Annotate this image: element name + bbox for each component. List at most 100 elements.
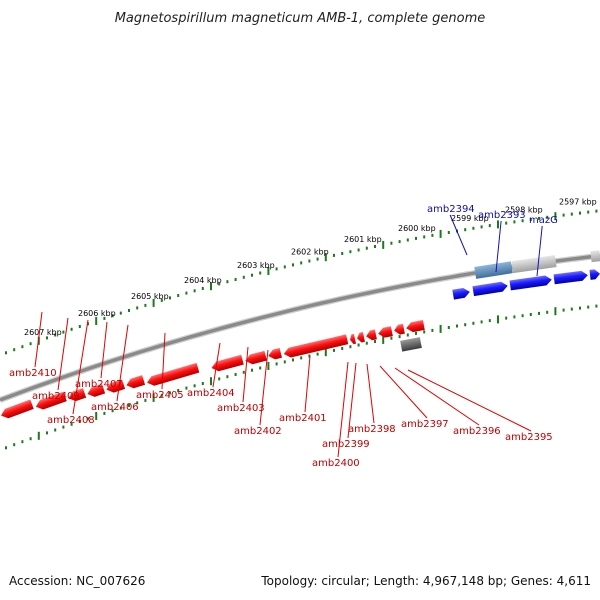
lower-tick [62, 425, 65, 429]
upper-tick [128, 309, 130, 312]
upper-tick [382, 240, 385, 249]
reverse-gene-arrow [106, 379, 126, 393]
gene-block [474, 261, 513, 279]
upper-tick [234, 278, 237, 281]
upper-tick [333, 253, 335, 257]
label-leader-line [337, 361, 349, 458]
reverse-gene-arrow [147, 362, 200, 386]
gene-label-amb2408: amb2408 [47, 415, 95, 426]
genome-title: Magnetospirillum magneticum AMB-1, compl… [115, 11, 486, 26]
label-leader-line [212, 342, 221, 388]
lower-tick [538, 311, 540, 315]
upper-tick [341, 252, 344, 255]
gene-label-amb2396: amb2396 [453, 426, 501, 437]
label-leader-line [34, 311, 43, 368]
reverse-gene-arrow [350, 333, 356, 345]
lower-tick [283, 360, 286, 364]
kbp-tick-label: 2604 kbp [184, 276, 222, 285]
lower-tick [562, 308, 565, 312]
lower-tick [398, 335, 401, 339]
lower-tick [37, 431, 40, 440]
label-leader-line [259, 349, 269, 426]
lower-tick [570, 307, 573, 311]
upper-tick [374, 245, 376, 248]
gene-label-amb2399: amb2399 [322, 439, 370, 450]
lower-tick [29, 437, 32, 441]
upper-tick [308, 259, 311, 263]
upper-tick [210, 282, 212, 291]
lower-tick [226, 375, 229, 379]
kbp-tick-label: 2599 kbp [451, 214, 489, 223]
gene-label-amb2403: amb2403 [217, 403, 265, 414]
upper-tick [193, 289, 196, 293]
lower-tick [521, 314, 524, 318]
forward-gene-arrow [589, 269, 600, 280]
reverse-gene-arrow [366, 329, 377, 341]
upper-tick [103, 316, 106, 320]
lower-tick [300, 356, 303, 360]
lower-tick [87, 417, 89, 421]
gene-label-amb2406: amb2406 [91, 402, 139, 413]
lower-tick [390, 336, 393, 340]
upper-tick [119, 311, 122, 315]
reverse-gene-arrow [406, 320, 425, 333]
gene-label-amb2394: amb2394 [427, 204, 475, 215]
upper-tick [275, 267, 278, 271]
gene-label-amb2401: amb2401 [279, 413, 327, 424]
upper-tick [185, 291, 188, 295]
lower-tick [218, 377, 221, 381]
lower-tick [439, 324, 442, 333]
upper-tick-ring [5, 209, 598, 355]
upper-tick [144, 303, 147, 307]
reverse-gene-arrow [245, 350, 267, 365]
lower-tick [423, 330, 426, 334]
lower-tick [341, 347, 344, 350]
gene-label-amb2393: amb2393 [478, 210, 526, 221]
lower-tick [103, 411, 106, 415]
gene-block [511, 255, 557, 274]
lower-tick [480, 320, 483, 324]
upper-tick [152, 298, 155, 307]
upper-tick [78, 325, 81, 328]
upper-tick [439, 229, 442, 238]
reverse-gene-arrow [357, 331, 365, 343]
upper-tick [21, 345, 24, 349]
upper-tick [497, 220, 499, 229]
gene-label-mazG: mazG [529, 215, 558, 226]
lower-tick [406, 333, 409, 337]
label-leader-line [242, 346, 249, 403]
lower-tick [415, 331, 417, 335]
lower-tick [324, 348, 327, 357]
gene-arrows [1, 250, 600, 419]
upper-tick [570, 212, 573, 216]
upper-tick [406, 238, 409, 242]
upper-tick [324, 253, 327, 262]
label-leader-line [116, 324, 129, 402]
upper-tick [579, 211, 581, 215]
forward-gene-arrow [509, 275, 552, 291]
lower-tick [152, 393, 155, 402]
gene-label-amb2409: amb2409 [32, 391, 80, 402]
lower-tick [382, 335, 385, 344]
label-leader-line [72, 319, 89, 415]
upper-tick [87, 322, 89, 326]
label-leader-line [407, 369, 532, 432]
upper-tick [95, 317, 98, 325]
lower-tick [431, 328, 434, 332]
lower-tick [554, 307, 557, 316]
lower-tick [177, 389, 180, 392]
upper-tick [398, 240, 401, 244]
upper-tick [70, 327, 73, 331]
lower-tick [488, 319, 491, 323]
upper-tick [283, 265, 286, 269]
upper-tick [251, 273, 253, 277]
lower-tick [275, 362, 278, 366]
lower-tick [308, 354, 311, 358]
label-leader-line [161, 332, 166, 390]
upper-tick [595, 209, 598, 213]
lower-tick [472, 321, 475, 325]
lower-tick [259, 366, 262, 370]
upper-tick [267, 267, 270, 275]
upper-tick [505, 221, 508, 225]
label-leader-line [304, 355, 311, 413]
